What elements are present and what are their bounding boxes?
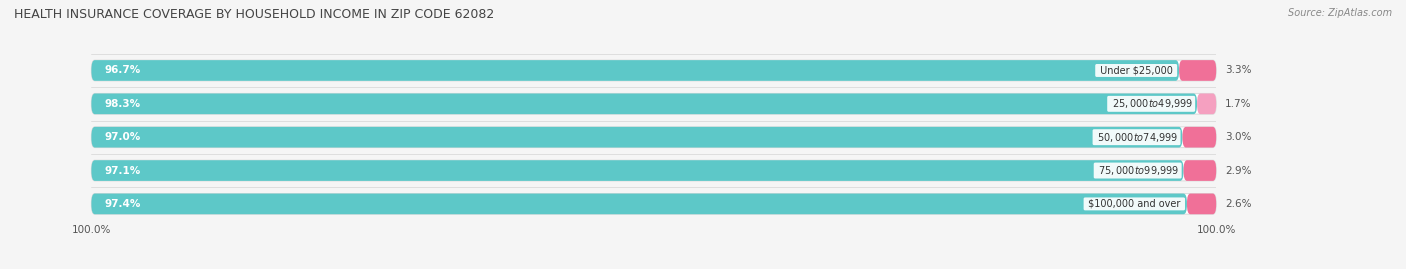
Text: 98.3%: 98.3% bbox=[105, 99, 141, 109]
FancyBboxPatch shape bbox=[1182, 127, 1216, 147]
FancyBboxPatch shape bbox=[91, 194, 1187, 214]
Text: 3.0%: 3.0% bbox=[1225, 132, 1251, 142]
Text: $25,000 to $49,999: $25,000 to $49,999 bbox=[1109, 97, 1194, 110]
Text: 2.9%: 2.9% bbox=[1225, 165, 1251, 176]
FancyBboxPatch shape bbox=[1180, 60, 1216, 81]
FancyBboxPatch shape bbox=[1197, 94, 1216, 114]
Text: $75,000 to $99,999: $75,000 to $99,999 bbox=[1095, 164, 1180, 177]
FancyBboxPatch shape bbox=[91, 94, 1216, 114]
FancyBboxPatch shape bbox=[91, 127, 1216, 147]
Text: 3.3%: 3.3% bbox=[1225, 65, 1251, 76]
FancyBboxPatch shape bbox=[91, 94, 1197, 114]
Text: $100,000 and over: $100,000 and over bbox=[1085, 199, 1184, 209]
Legend: With Coverage, Without Coverage: With Coverage, Without Coverage bbox=[544, 267, 763, 269]
Text: Source: ZipAtlas.com: Source: ZipAtlas.com bbox=[1288, 8, 1392, 18]
Text: HEALTH INSURANCE COVERAGE BY HOUSEHOLD INCOME IN ZIP CODE 62082: HEALTH INSURANCE COVERAGE BY HOUSEHOLD I… bbox=[14, 8, 495, 21]
Text: 1.7%: 1.7% bbox=[1225, 99, 1251, 109]
FancyBboxPatch shape bbox=[91, 194, 1216, 214]
FancyBboxPatch shape bbox=[91, 127, 1182, 147]
FancyBboxPatch shape bbox=[91, 60, 1180, 81]
Text: 96.7%: 96.7% bbox=[105, 65, 141, 76]
Text: $50,000 to $74,999: $50,000 to $74,999 bbox=[1094, 131, 1180, 144]
Text: 97.4%: 97.4% bbox=[105, 199, 141, 209]
FancyBboxPatch shape bbox=[1184, 160, 1216, 181]
FancyBboxPatch shape bbox=[91, 160, 1184, 181]
Text: 2.6%: 2.6% bbox=[1225, 199, 1251, 209]
FancyBboxPatch shape bbox=[91, 160, 1216, 181]
FancyBboxPatch shape bbox=[1187, 194, 1216, 214]
Text: 97.0%: 97.0% bbox=[105, 132, 141, 142]
Text: 97.1%: 97.1% bbox=[105, 165, 141, 176]
FancyBboxPatch shape bbox=[91, 60, 1216, 81]
Text: Under $25,000: Under $25,000 bbox=[1097, 65, 1175, 76]
